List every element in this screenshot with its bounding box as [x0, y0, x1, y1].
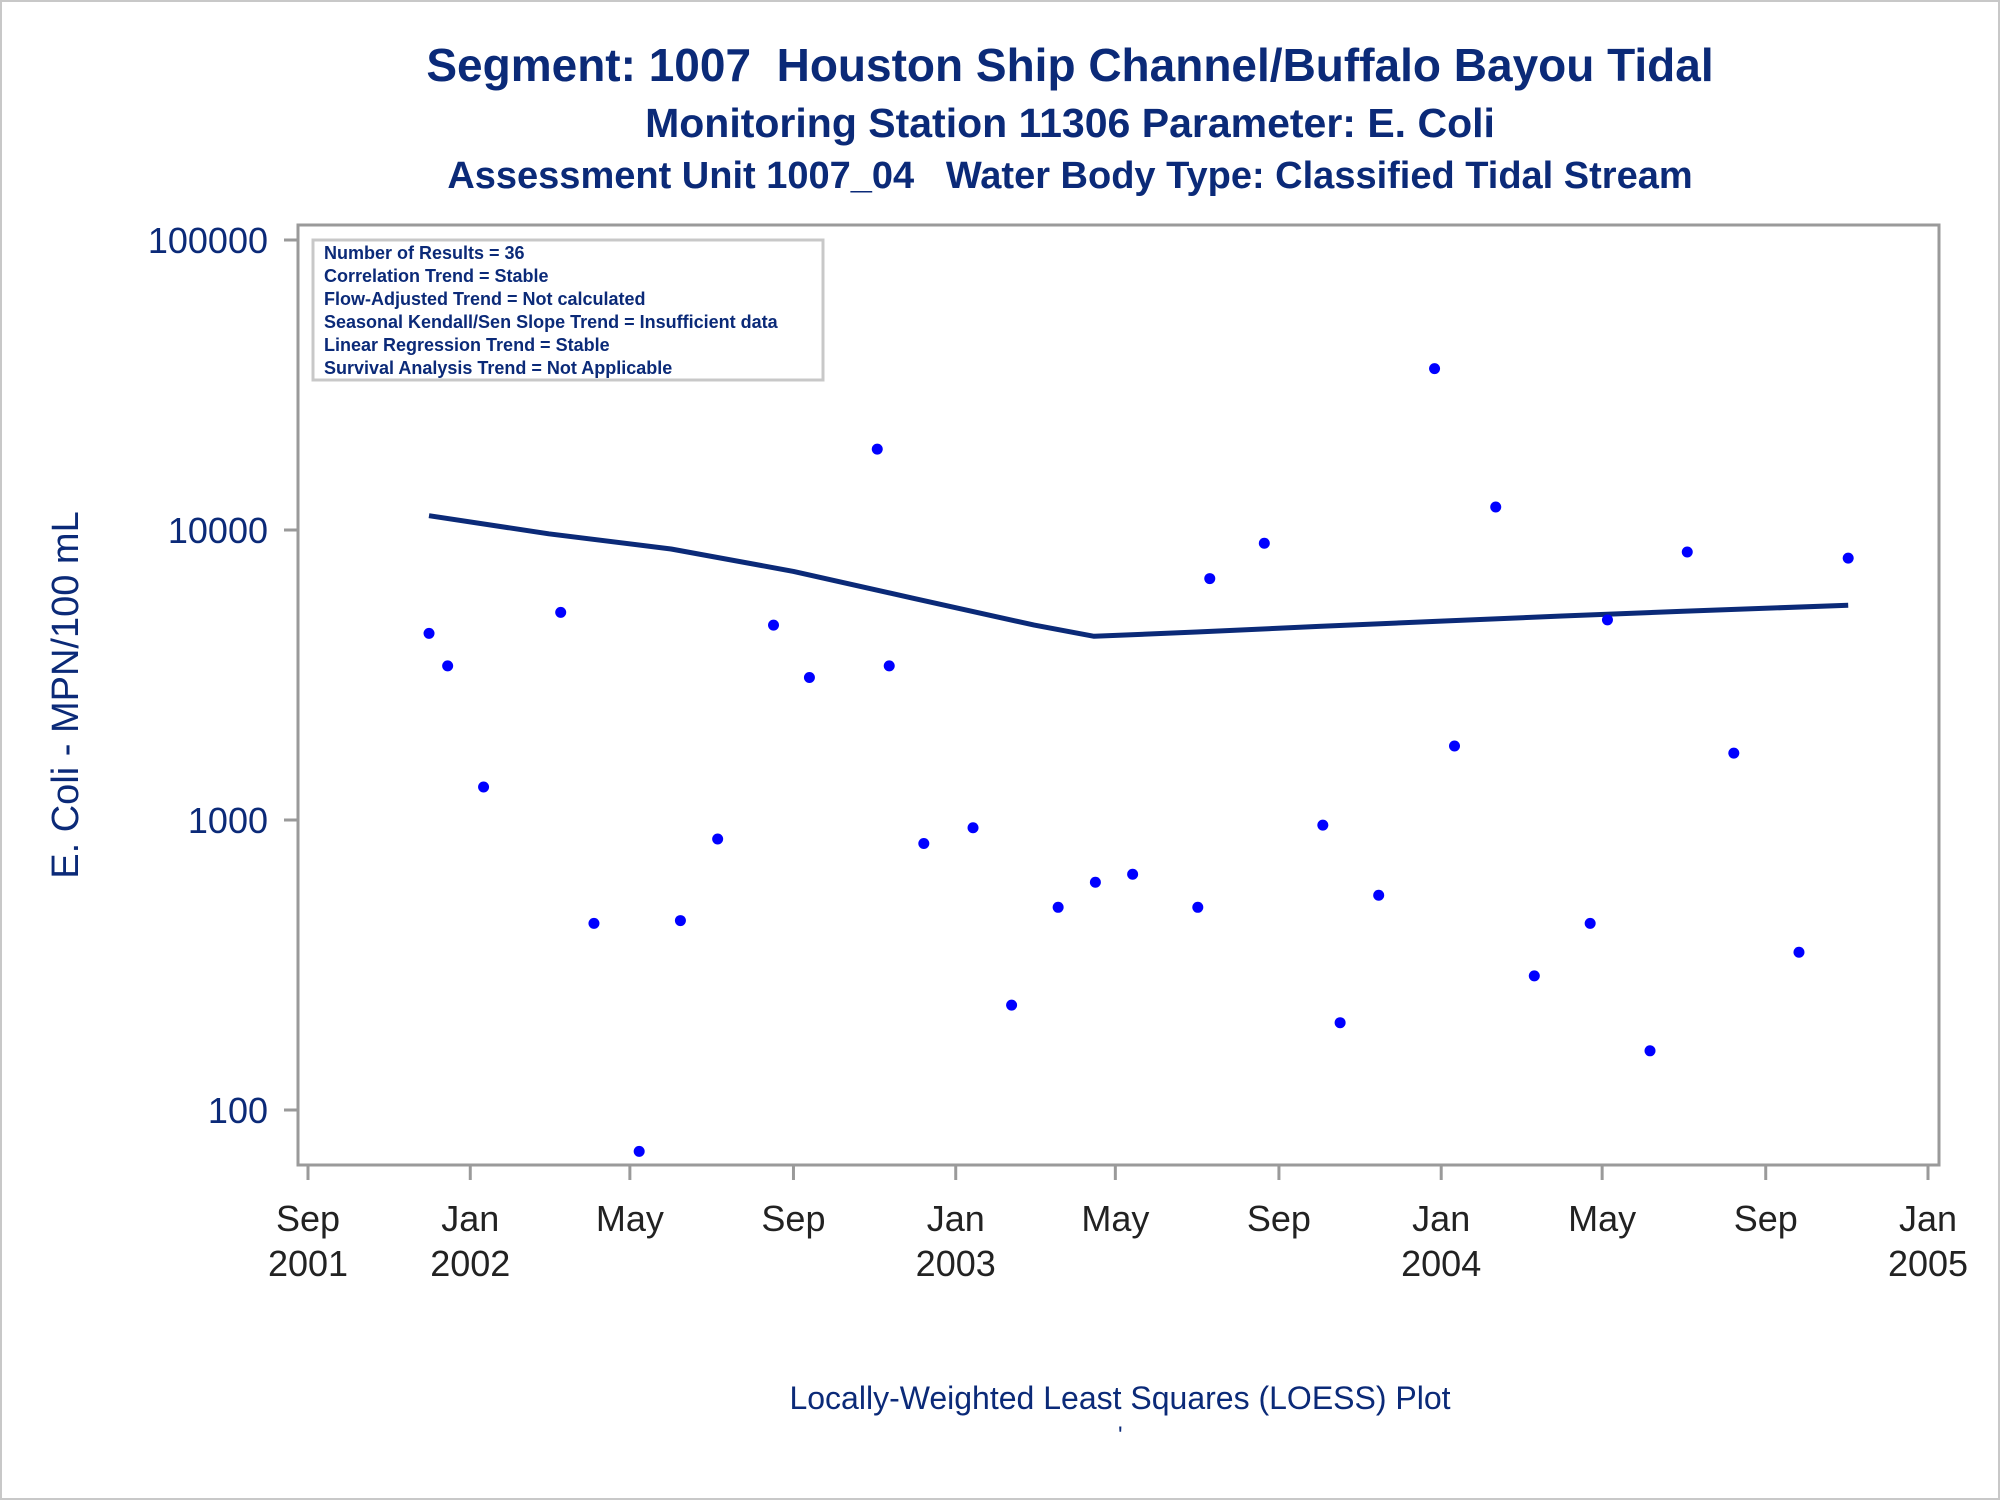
x-tick-label-month: Sep: [761, 1198, 825, 1239]
points-layer: [423, 274, 1854, 1157]
footnote-mark: ': [1118, 1422, 1123, 1449]
data-point: [1528, 970, 1540, 982]
x-tick-label-month: May: [596, 1198, 664, 1239]
data-point: [1052, 901, 1064, 913]
data-point: [1089, 876, 1101, 888]
data-point: [1793, 946, 1805, 958]
data-point: [1127, 868, 1139, 880]
loess-line: [428, 513, 1849, 639]
data-point: [1192, 901, 1204, 913]
x-tick-label-year: 2001: [268, 1243, 348, 1284]
x-tick-label-year: 2002: [430, 1243, 510, 1284]
data-point: [871, 443, 883, 455]
data-point: [1204, 573, 1216, 585]
chart-title: Segment: 1007 Houston Ship Channel/Buffa…: [426, 39, 1714, 91]
data-point: [1681, 546, 1693, 558]
loess-layer: [428, 513, 1849, 639]
x-tick-label-month: Jan: [927, 1198, 985, 1239]
x-tick-label-month: May: [1081, 1198, 1149, 1239]
stats-line: Flow-Adjusted Trend = Not calculated: [324, 289, 646, 309]
stats-box: Number of Results = 36 Correlation Trend …: [311, 238, 825, 382]
y-tick-label: 100000: [148, 220, 268, 261]
stats-line: Correlation Trend = Stable: [324, 266, 549, 286]
data-point: [768, 619, 780, 631]
y-axis-label: E. Coli - MPN/100 mL: [45, 511, 87, 878]
x-tick-label-month: Jan: [441, 1198, 499, 1239]
data-point: [1334, 1017, 1346, 1029]
x-tick-label-month: May: [1568, 1198, 1636, 1239]
stats-line: Linear Regression Trend = Stable: [324, 335, 610, 355]
data-point: [803, 672, 815, 684]
data-point: [442, 660, 454, 672]
y-axis: 100 1000 10000 100000: [148, 220, 298, 1131]
data-point: [712, 833, 724, 845]
x-tick-label-month: Sep: [1247, 1198, 1311, 1239]
stats-lines: Number of Results = 36 Correlation Trend …: [324, 243, 779, 378]
y-tick-label: 10000: [168, 510, 268, 551]
x-tick-label-month: Jan: [1412, 1198, 1470, 1239]
data-point: [1728, 747, 1740, 759]
data-point: [1373, 889, 1385, 901]
data-point: [1258, 537, 1270, 549]
data-point: [1644, 1045, 1656, 1057]
data-point: [1449, 740, 1461, 752]
footnote: Locally-Weighted Least Squares (LOESS) P…: [789, 1380, 1451, 1416]
x-tick-label-month: Jan: [1899, 1198, 1957, 1239]
data-point: [967, 822, 979, 834]
chart-subtitle-station: Monitoring Station 11306 Parameter: E. C…: [645, 100, 1495, 146]
x-tick-label-year: 2005: [1888, 1243, 1968, 1284]
x-tick-label-month: Sep: [1734, 1198, 1798, 1239]
data-point: [1584, 917, 1596, 929]
x-tick-label-month: Sep: [276, 1198, 340, 1239]
data-point: [1429, 363, 1441, 375]
stats-box-border: [311, 238, 825, 382]
stats-line: Number of Results = 36: [324, 243, 525, 263]
data-point: [1601, 614, 1613, 626]
data-point: [423, 627, 435, 639]
data-point: [588, 917, 600, 929]
stats-line: Seasonal Kendall/Sen Slope Trend = Insuf…: [324, 312, 779, 332]
chart-subtitle-assessment: Assessment Unit 1007_04 Water Body Type:…: [447, 155, 1693, 197]
stats-line: Survival Analysis Trend = Not Applicable: [324, 358, 672, 378]
data-point: [1490, 501, 1502, 513]
y-tick-label: 1000: [188, 800, 268, 841]
data-point: [883, 660, 895, 672]
data-point: [918, 837, 930, 849]
x-tick-label-year: 2004: [1401, 1243, 1481, 1284]
data-point: [633, 1145, 645, 1157]
x-tick-label-year: 2003: [916, 1243, 996, 1284]
y-tick-label: 100: [208, 1090, 268, 1131]
data-point: [1006, 999, 1018, 1011]
data-point: [555, 606, 567, 618]
data-point: [478, 781, 490, 793]
data-point: [1317, 819, 1329, 831]
data-point: [1842, 552, 1854, 564]
data-point: [674, 915, 686, 927]
